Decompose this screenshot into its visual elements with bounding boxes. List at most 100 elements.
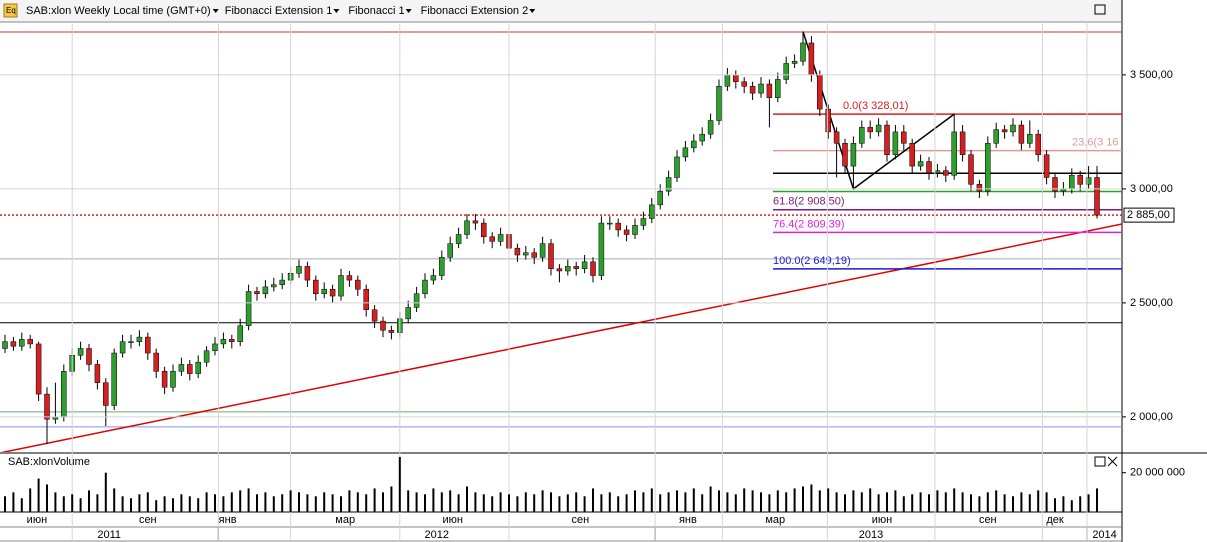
candle-body	[632, 225, 638, 235]
volume-bar	[113, 488, 116, 512]
candle-body	[783, 63, 789, 80]
candle-body	[1001, 129, 1008, 133]
volume-bar	[424, 494, 426, 512]
candle-body	[993, 129, 999, 144]
price-tag	[1123, 207, 1175, 223]
candle-body	[195, 361, 201, 374]
volume-bar	[852, 490, 855, 512]
volume-bar	[289, 490, 292, 512]
volume-bar	[919, 492, 922, 512]
maximize-button[interactable]	[1094, 4, 1106, 15]
volume-bar	[365, 494, 368, 512]
candle-body	[699, 133, 705, 142]
volume-bar	[415, 492, 418, 512]
candle-body	[271, 284, 277, 288]
volume-bar	[457, 494, 460, 512]
volume-bar	[197, 498, 200, 512]
menu-item[interactable]: Fibonacci Extension 1	[225, 5, 333, 17]
volume-bar	[356, 492, 359, 512]
candle-body	[749, 86, 756, 94]
volume-close[interactable]	[1107, 456, 1118, 467]
volume-bar	[516, 496, 519, 512]
candle-body	[279, 279, 285, 285]
volume-bar	[256, 494, 258, 512]
volume-bar	[155, 500, 158, 512]
volume-bar	[524, 492, 527, 512]
volume-bar	[398, 456, 401, 512]
volume-bar	[1087, 494, 1090, 512]
candle-body	[1052, 177, 1058, 192]
candle-body	[775, 79, 781, 98]
candle-body	[439, 257, 445, 276]
volume-bar	[390, 486, 393, 512]
volume-bar	[953, 488, 956, 512]
volume-bar	[550, 492, 552, 512]
y-tick-label: 3 500,00	[1130, 69, 1173, 81]
volume-bar	[869, 488, 872, 512]
candle-body	[741, 81, 747, 87]
candle-body	[892, 131, 899, 155]
volume-bar	[382, 492, 384, 512]
dropdown-arrow	[333, 9, 340, 13]
candle-body	[220, 339, 227, 345]
volume-bar	[961, 492, 964, 512]
candle-body	[657, 190, 663, 206]
candle-body	[548, 243, 554, 269]
month-label: янв	[679, 514, 697, 526]
volume-bar	[810, 484, 813, 512]
candle-body	[523, 252, 529, 256]
candle-body	[338, 275, 344, 297]
candle-body	[153, 352, 159, 372]
volume-title: SAB:xlonVolume	[8, 456, 90, 468]
candle-body	[371, 309, 378, 322]
month-label: мар	[765, 514, 785, 526]
volume-bar	[844, 494, 846, 512]
volume-bar	[373, 488, 376, 512]
candle-body	[607, 222, 613, 225]
candle-body	[119, 341, 126, 354]
candle-body	[615, 222, 621, 231]
candle-body	[388, 330, 395, 333]
volume-maximize[interactable]	[1094, 456, 1106, 467]
candle-body	[497, 234, 504, 242]
volume-bar	[432, 488, 435, 512]
y-tick-label: 2 500,00	[1130, 297, 1173, 309]
candle-body	[724, 74, 731, 87]
candle-body	[934, 170, 941, 174]
fib-label: 0.0(3 328,01)	[843, 100, 908, 112]
candle-body	[178, 364, 185, 372]
menu-item[interactable]: Fibonacci 1	[348, 5, 404, 17]
volume-bar	[1003, 494, 1006, 512]
candle-body	[447, 243, 453, 258]
candle-body	[363, 288, 369, 310]
candle-body	[229, 339, 235, 342]
volume-bar	[1079, 496, 1082, 512]
candle-body	[842, 143, 848, 167]
candle-body	[430, 275, 437, 281]
volume-bar	[314, 496, 317, 512]
candle-body	[413, 293, 420, 308]
year-label: 2014	[1092, 529, 1116, 541]
volume-bar	[482, 494, 485, 512]
month-label: сен	[139, 514, 157, 526]
candle-body	[1010, 124, 1016, 133]
candle-body	[203, 350, 210, 363]
volume-bar	[130, 498, 132, 512]
candle-body	[943, 170, 949, 176]
candle-body	[791, 60, 798, 64]
volume-bar	[978, 496, 981, 512]
volume-bar	[348, 490, 351, 512]
volume-bar	[188, 496, 191, 512]
volume-bar	[718, 490, 720, 512]
candle-body	[355, 279, 361, 290]
volume-bar	[1028, 494, 1031, 512]
candle-body	[808, 42, 815, 76]
volume-bar	[802, 486, 804, 512]
candle-body	[262, 286, 269, 295]
candle-body	[758, 83, 764, 94]
volume-bar	[298, 492, 300, 512]
volume-bar	[566, 494, 569, 512]
volume-bar	[776, 490, 779, 512]
candle-body	[128, 341, 134, 343]
menu-item[interactable]: Fibonacci Extension 2	[421, 5, 529, 17]
